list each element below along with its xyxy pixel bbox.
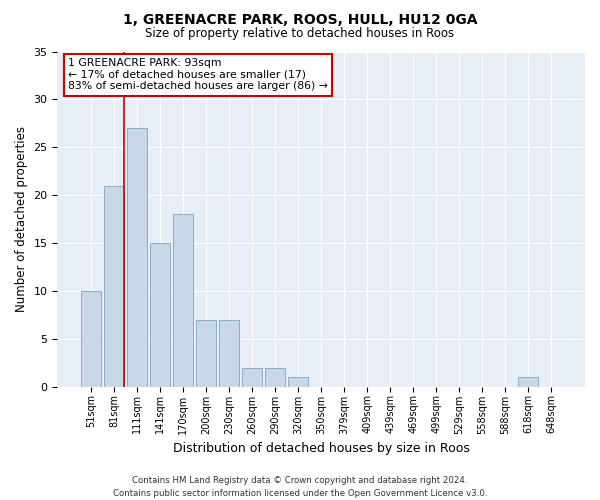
Bar [127,128,147,386]
Text: Contains HM Land Registry data © Crown copyright and database right 2024.
Contai: Contains HM Land Registry data © Crown c… [113,476,487,498]
Bar [196,320,216,386]
Bar [173,214,193,386]
Text: 1, GREENACRE PARK, ROOS, HULL, HU12 0GA: 1, GREENACRE PARK, ROOS, HULL, HU12 0GA [123,12,477,26]
Y-axis label: Number of detached properties: Number of detached properties [15,126,28,312]
Bar [151,243,170,386]
Bar [220,320,239,386]
Bar [518,377,538,386]
Bar [265,368,285,386]
Bar [82,291,101,386]
Text: 1 GREENACRE PARK: 93sqm
← 17% of detached houses are smaller (17)
83% of semi-de: 1 GREENACRE PARK: 93sqm ← 17% of detache… [68,58,328,92]
Bar [289,377,308,386]
Bar [242,368,262,386]
Bar [104,186,124,386]
Text: Size of property relative to detached houses in Roos: Size of property relative to detached ho… [145,28,455,40]
X-axis label: Distribution of detached houses by size in Roos: Distribution of detached houses by size … [173,442,470,455]
